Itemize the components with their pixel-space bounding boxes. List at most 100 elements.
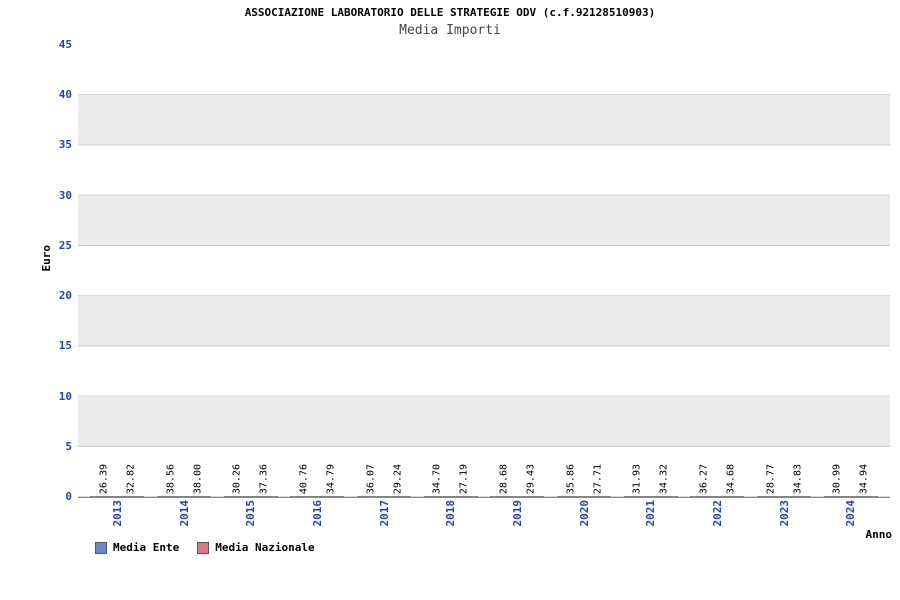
bar-media-ente-2015: 30.26: [223, 464, 251, 497]
bar-media-ente-2014: 38.56: [157, 464, 184, 497]
x-tick-label: 2022: [710, 500, 724, 527]
x-tick-label: 2024: [844, 500, 858, 527]
bar-group-2013: 26.39 32.82: [84, 464, 151, 497]
y-tick-15: 15: [58, 339, 72, 353]
bar-value-label: 31.93: [631, 463, 643, 494]
bar-media-nazionale-2022: 34.68: [717, 464, 745, 497]
bar-value-label: 27.71: [592, 463, 604, 494]
bar-value-label: 35.86: [565, 463, 577, 494]
chart-title: ASSOCIAZIONE LABORATORIO DELLE STRATEGIE…: [244, 6, 656, 19]
bar-group-2022: 36.27 34.68: [684, 464, 751, 497]
bar-value-label: 28.68: [498, 463, 510, 494]
x-tick-label: 2018: [444, 500, 458, 527]
bar-value-label: 30.99: [831, 463, 843, 494]
bar-value-label: 30.26: [231, 463, 243, 494]
bar-media-ente-2018: 34.70: [423, 464, 451, 497]
x-axis-labels: 2013 2014 2015 2016 2017 2018 2019 2020 2021 2022…: [78, 500, 890, 544]
bars-container: 26.39 32.82 38.56 38.00 30.26 37.36 40.76 34.79…: [78, 45, 890, 497]
bar-value-label: 34.79: [325, 463, 337, 494]
bar-value-label: 36.27: [698, 463, 710, 494]
legend-item-media-ente: Media Ente: [95, 541, 179, 554]
bar-media-nazionale-2016: 34.79: [317, 464, 345, 497]
bar-media-nazionale-2024: 34.94: [850, 464, 878, 497]
x-tick-2021: 2021: [617, 500, 684, 544]
bar-media-ente-2024: 30.99: [823, 464, 851, 497]
bar-value-label: 34.70: [431, 463, 443, 494]
bar-media-nazionale-2020: 27.71: [584, 464, 612, 497]
bar-media-ente-2020: 35.86: [557, 464, 585, 497]
bar-value-label: 27.19: [458, 463, 470, 494]
y-tick-20: 20: [58, 289, 72, 303]
bar-group-2015: 30.26 37.36: [217, 464, 284, 497]
y-tick-25: 25: [58, 238, 72, 252]
x-tick-label: 2016: [310, 500, 324, 527]
y-tick-10: 10: [58, 389, 72, 403]
x-tick-2023: 2023: [751, 500, 818, 544]
x-tick-label: 2020: [577, 500, 591, 527]
x-tick-2016: 2016: [284, 500, 351, 544]
bar-media-nazionale-2013: 32.82: [117, 464, 145, 497]
bar-media-nazionale-2014: 38.00: [184, 464, 211, 497]
x-tick-label: 2015: [244, 500, 258, 527]
x-tick-2020: 2020: [551, 500, 618, 544]
bar-media-ente-2019: 28.68: [490, 464, 518, 497]
bar-group-2016: 40.76 34.79: [284, 464, 351, 497]
bar-media-nazionale-2015: 37.36: [250, 464, 278, 497]
bar-value-label: 32.82: [125, 463, 137, 494]
bar-media-ente-2022: 36.27: [690, 464, 718, 497]
chart-subtitle: Media Importi: [399, 23, 501, 38]
x-tick-label: 2017: [377, 500, 391, 527]
bar-media-ente-2013: 26.39: [90, 464, 118, 497]
y-tick-30: 30: [58, 188, 72, 202]
bar-media-nazionale-2021: 34.32: [650, 464, 678, 497]
bar-value-label: 36.07: [365, 463, 377, 494]
x-tick-2022: 2022: [684, 500, 751, 544]
y-tick-45: 45: [58, 38, 72, 51]
bar-media-ente-2023: 28.77: [757, 464, 785, 497]
legend-item-media-nazionale: Media Nazionale: [197, 541, 315, 554]
legend-swatch: [95, 541, 107, 554]
bar-media-ente-2017: 36.07: [357, 464, 385, 497]
bar-media-ente-2016: 40.76: [290, 464, 318, 497]
bar-media-nazionale-2018: 27.19: [450, 464, 478, 497]
bar-value-label: 34.68: [725, 463, 737, 494]
legend: Media Ente Media Nazionale: [95, 541, 315, 554]
plot-area: 26.39 32.82 38.56 38.00 30.26 37.36 40.76 34.79…: [78, 45, 890, 498]
y-tick-35: 35: [58, 138, 72, 152]
bar-group-2020: 35.86 27.71: [551, 464, 618, 497]
bar-media-nazionale-2017: 29.24: [384, 464, 412, 497]
legend-label: Media Ente: [113, 541, 180, 554]
bar-group-2018: 34.70 27.19: [417, 464, 484, 497]
bar-value-label: 34.32: [658, 463, 670, 494]
bar-value-label: 37.36: [258, 463, 270, 494]
bar-group-2017: 36.07 29.24: [351, 464, 418, 497]
y-tick-5: 5: [65, 439, 72, 453]
bar-group-2019: 28.68 29.43: [484, 464, 551, 497]
bar-media-ente-2021: 31.93: [623, 464, 651, 497]
legend-swatch: [197, 541, 210, 554]
x-tick-label: 2013: [110, 500, 124, 527]
bar-value-label: 29.43: [525, 463, 537, 494]
x-tick-2015: 2015: [217, 500, 284, 544]
bar-group-2014: 38.56 38.00: [151, 464, 218, 497]
y-tick-40: 40: [58, 88, 72, 102]
bar-group-2024: 30.99 34.94: [817, 464, 884, 497]
x-tick-label: 2021: [644, 500, 658, 527]
bar-value-label: 38.56: [165, 463, 176, 494]
x-tick-2017: 2017: [351, 500, 418, 544]
x-tick-2013: 2013: [84, 500, 151, 544]
bar-value-label: 34.94: [858, 463, 870, 494]
x-axis-label: Anno: [865, 528, 893, 541]
bar-value-label: 40.76: [298, 463, 310, 494]
y-tick-0: 0: [65, 490, 72, 503]
bar-value-label: 38.00: [192, 463, 203, 494]
bar-value-label: 26.39: [98, 463, 110, 494]
x-tick-label: 2019: [510, 500, 524, 527]
bar-media-nazionale-2023: 34.83: [784, 464, 812, 497]
bar-group-2021: 31.93 34.32: [617, 464, 684, 497]
x-tick-2019: 2019: [484, 500, 551, 544]
x-tick-2018: 2018: [417, 500, 484, 544]
legend-label: Media Nazionale: [215, 541, 315, 554]
x-tick-label: 2023: [777, 500, 791, 527]
